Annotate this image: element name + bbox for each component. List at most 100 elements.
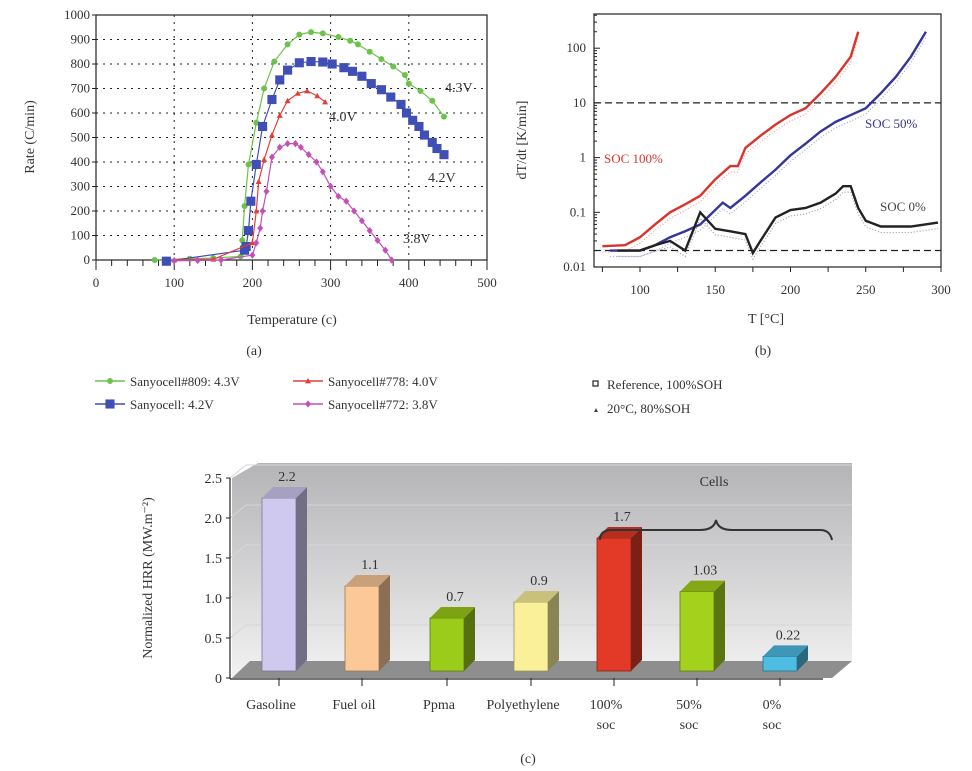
data-point — [378, 56, 385, 63]
bar-value-label: 2.2 — [278, 470, 296, 485]
bar-front — [596, 537, 632, 672]
legend-item-label: Sanyocell#778: 4.0V — [328, 374, 438, 389]
gridline — [229, 624, 852, 639]
series-line-secondary — [602, 37, 859, 253]
data-point — [319, 168, 326, 176]
data-point — [327, 59, 337, 69]
data-point — [258, 121, 268, 132]
series-label-soc-0: SOC 0% — [880, 199, 926, 214]
chart-c-ticks: 0 0.5 1.0 1.5 2.0 2.5 Gasoline Fuel oil Ppma Poly… — [205, 472, 782, 733]
bar-0-soc: 0.22 — [762, 628, 808, 672]
chart-a-panel-label: (a) — [246, 344, 262, 359]
chart-a-xlabel: Temperature (c) — [247, 313, 337, 328]
data-point — [414, 121, 424, 132]
data-point — [347, 37, 354, 44]
y-tick-label: 0.5 — [205, 632, 223, 647]
data-point — [263, 187, 270, 195]
x-tick-label: 400 — [399, 275, 419, 290]
data-point — [351, 207, 358, 215]
data-point — [335, 192, 342, 200]
bar-front — [513, 601, 549, 672]
series-4-3V — [95, 29, 447, 384]
bar-front — [429, 617, 465, 672]
x-tick-label: soc — [763, 718, 782, 733]
data-point — [284, 97, 291, 104]
data-point — [405, 80, 412, 87]
data-point — [388, 256, 395, 264]
y-tick-label: 1000 — [64, 7, 90, 22]
legend-marker — [305, 378, 311, 384]
data-point — [313, 158, 320, 166]
data-point — [343, 197, 350, 205]
data-point — [366, 79, 376, 89]
data-point — [292, 140, 299, 148]
data-point — [253, 208, 260, 214]
legend-marker — [105, 399, 115, 409]
series-line-secondary — [617, 191, 939, 261]
bar-value-label: 1.7 — [613, 510, 631, 525]
data-point — [417, 87, 424, 94]
data-point — [354, 41, 361, 48]
x-tick-label: Polyethylene — [486, 698, 559, 713]
data-point — [327, 182, 334, 191]
x-tick-label: 100% — [590, 698, 623, 713]
bar-front — [679, 591, 715, 672]
x-tick-label: Gasoline — [246, 698, 296, 713]
legend-item-label: Sanyocell: 4.2V — [130, 397, 214, 412]
data-point — [261, 85, 268, 92]
data-point — [171, 257, 178, 265]
data-point — [322, 98, 329, 105]
bar-ppma: 0.7 — [429, 590, 475, 672]
y-tick-label: 0.01 — [563, 259, 586, 274]
data-point — [366, 227, 373, 235]
data-point — [335, 34, 342, 41]
data-point — [382, 246, 389, 254]
y-tick-label: 700 — [71, 81, 91, 96]
legend-triangle-marker — [594, 408, 598, 412]
y-tick-label: 400 — [71, 154, 91, 169]
data-point — [376, 85, 386, 95]
series-line — [617, 185, 939, 256]
x-tick-label: 0 — [93, 275, 100, 290]
y-tick-label: 800 — [71, 56, 91, 71]
data-point — [276, 143, 283, 151]
bar-value-label: 1.1 — [361, 558, 379, 573]
data-point — [318, 57, 328, 67]
chart-a: 0 100 200 300 400 500 600 700 800 900 1000 0 100 200 3… — [23, 7, 497, 412]
bar-side — [631, 527, 642, 671]
legend-marker — [107, 378, 113, 384]
legend-item-label: Reference, 100%SOH — [607, 377, 723, 392]
bar-side — [548, 591, 559, 671]
data-point — [243, 226, 254, 236]
data-point — [305, 151, 312, 159]
y-tick-label: 100 — [567, 40, 587, 55]
series-line — [174, 143, 393, 262]
chart-c: 2.2 1.1 0.7 0.9 1.7 1.03 0.22 0 0.5 1.0 1.5 2.0 2.5… — [141, 463, 852, 767]
data-point — [261, 156, 268, 162]
chart-b-ylabel: dT/dt [K/min] — [515, 101, 530, 180]
data-point — [429, 97, 436, 104]
data-point — [276, 112, 283, 118]
series-3-8V — [171, 140, 395, 408]
data-point — [245, 161, 252, 168]
x-tick-label: 200 — [781, 282, 801, 297]
data-point — [246, 196, 256, 206]
series-label-3-8v: 3.8V — [403, 232, 431, 247]
data-point — [304, 87, 311, 94]
data-point — [339, 63, 349, 73]
gridline — [229, 504, 852, 519]
data-point — [249, 239, 256, 246]
y-tick-label: 1 — [580, 150, 587, 165]
chart-b-legend: Reference, 100%SOH 20°C, 80%SOH — [592, 377, 723, 416]
y-tick-label: 300 — [71, 179, 91, 194]
bar-top — [345, 575, 390, 586]
chart-b-ticks: 0.01 0.1 1 10 100 100 150 200 250 300 — [563, 14, 951, 297]
chart-b-frame — [593, 13, 942, 268]
data-point — [294, 58, 304, 68]
data-point — [408, 115, 418, 125]
x-tick-label: 500 — [477, 275, 497, 290]
chart-a-legend: Sanyocell#809: 4.3V Sanyocell: 4.2V Sany… — [130, 374, 438, 412]
data-point — [284, 140, 291, 148]
data-point — [419, 130, 429, 140]
